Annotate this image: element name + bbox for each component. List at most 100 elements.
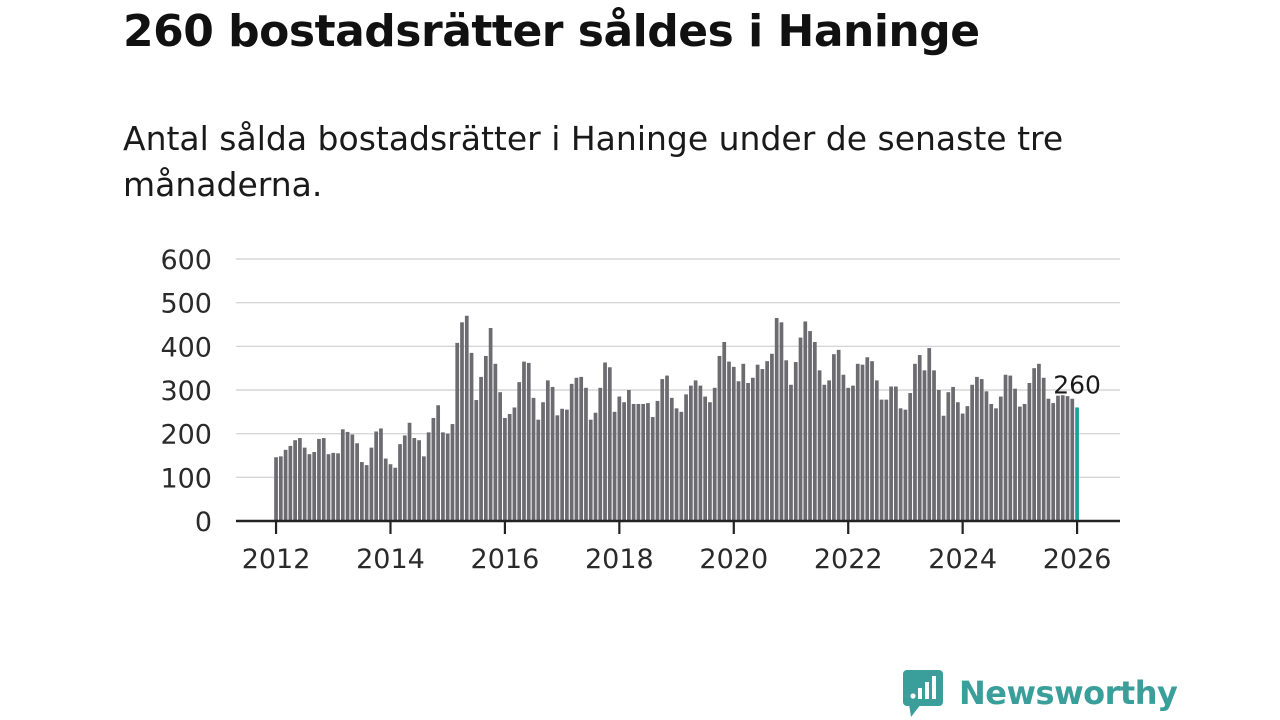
brand-name: Newsworthy xyxy=(959,674,1178,712)
bar xyxy=(703,396,708,521)
bar xyxy=(631,403,636,521)
bar xyxy=(970,384,975,521)
bar xyxy=(741,363,746,521)
bar xyxy=(960,413,965,521)
bar xyxy=(383,458,388,521)
bar xyxy=(317,438,321,521)
bar xyxy=(975,376,979,521)
bar xyxy=(1003,374,1008,521)
bar xyxy=(574,377,579,521)
bar xyxy=(345,431,350,521)
bar xyxy=(784,360,789,521)
bar xyxy=(760,369,765,521)
bar xyxy=(336,453,340,521)
bar xyxy=(736,381,741,521)
bar xyxy=(288,445,293,521)
bar xyxy=(422,456,426,521)
bar xyxy=(369,447,374,521)
bar xyxy=(498,392,502,521)
bar xyxy=(1051,403,1056,521)
bar xyxy=(660,379,665,521)
x-tick-label: 2020 xyxy=(699,544,768,575)
bar xyxy=(822,384,827,521)
bar xyxy=(665,375,669,521)
bar xyxy=(355,443,359,521)
bar xyxy=(517,382,522,521)
bar xyxy=(812,341,817,521)
bar xyxy=(1013,388,1017,521)
bar xyxy=(350,434,355,521)
bar xyxy=(808,331,812,521)
bar xyxy=(445,433,450,521)
bar xyxy=(455,342,460,521)
bar xyxy=(798,337,803,521)
bar xyxy=(1037,363,1041,521)
bar xyxy=(488,327,493,521)
bar xyxy=(441,432,445,521)
bar xyxy=(393,467,398,521)
bar xyxy=(936,390,941,521)
bar xyxy=(908,393,913,521)
bar xyxy=(998,396,1003,521)
bar xyxy=(779,322,784,521)
bar xyxy=(750,377,755,521)
bar xyxy=(851,385,855,521)
bar xyxy=(1017,406,1022,521)
y-tick-label: 500 xyxy=(160,289,212,320)
bar xyxy=(360,462,364,521)
bar xyxy=(1065,396,1070,521)
bar xyxy=(550,386,555,521)
bar xyxy=(646,403,650,521)
bar xyxy=(765,361,769,521)
bar xyxy=(712,387,717,521)
bar xyxy=(417,440,421,521)
bar xyxy=(641,403,646,521)
bar xyxy=(1008,375,1013,521)
bar xyxy=(927,348,932,521)
axis-ticks xyxy=(274,521,1079,534)
bar xyxy=(450,424,455,521)
bar xyxy=(426,432,431,521)
bar xyxy=(436,405,441,521)
bar xyxy=(917,355,922,521)
bar xyxy=(932,370,936,521)
bar xyxy=(579,376,584,521)
bar xyxy=(1027,383,1032,521)
bar xyxy=(865,357,870,521)
bar xyxy=(898,408,903,521)
bar xyxy=(293,440,297,521)
bar xyxy=(469,352,474,521)
bar xyxy=(612,411,617,521)
bar xyxy=(879,399,884,521)
chart-subtitle: Antal sålda bostadsrätter i Haninge unde… xyxy=(123,119,1064,204)
y-tick-label: 200 xyxy=(160,420,212,451)
bar xyxy=(817,370,822,521)
bars xyxy=(274,315,1079,521)
bar xyxy=(593,412,598,521)
x-tick-label: 2012 xyxy=(242,544,311,575)
bar xyxy=(479,376,483,521)
bar xyxy=(1060,395,1065,521)
bar xyxy=(379,428,383,521)
bar xyxy=(607,367,612,521)
bar xyxy=(836,349,841,521)
bar xyxy=(1041,377,1046,521)
bar xyxy=(312,452,317,521)
bar xyxy=(531,397,536,521)
bar xyxy=(598,387,603,521)
bar xyxy=(855,363,860,521)
bar xyxy=(679,411,684,521)
x-tick-label: 2014 xyxy=(356,544,425,575)
bar xyxy=(603,362,607,521)
value-annotation: 260 xyxy=(1053,370,1101,399)
bar xyxy=(474,400,479,521)
bar xyxy=(774,317,779,521)
bar xyxy=(374,431,379,521)
bar xyxy=(503,417,507,521)
bar xyxy=(555,415,560,521)
bar xyxy=(493,363,498,521)
bar xyxy=(860,364,865,521)
bar xyxy=(1022,403,1027,521)
bar xyxy=(627,390,631,521)
bar xyxy=(684,394,688,521)
